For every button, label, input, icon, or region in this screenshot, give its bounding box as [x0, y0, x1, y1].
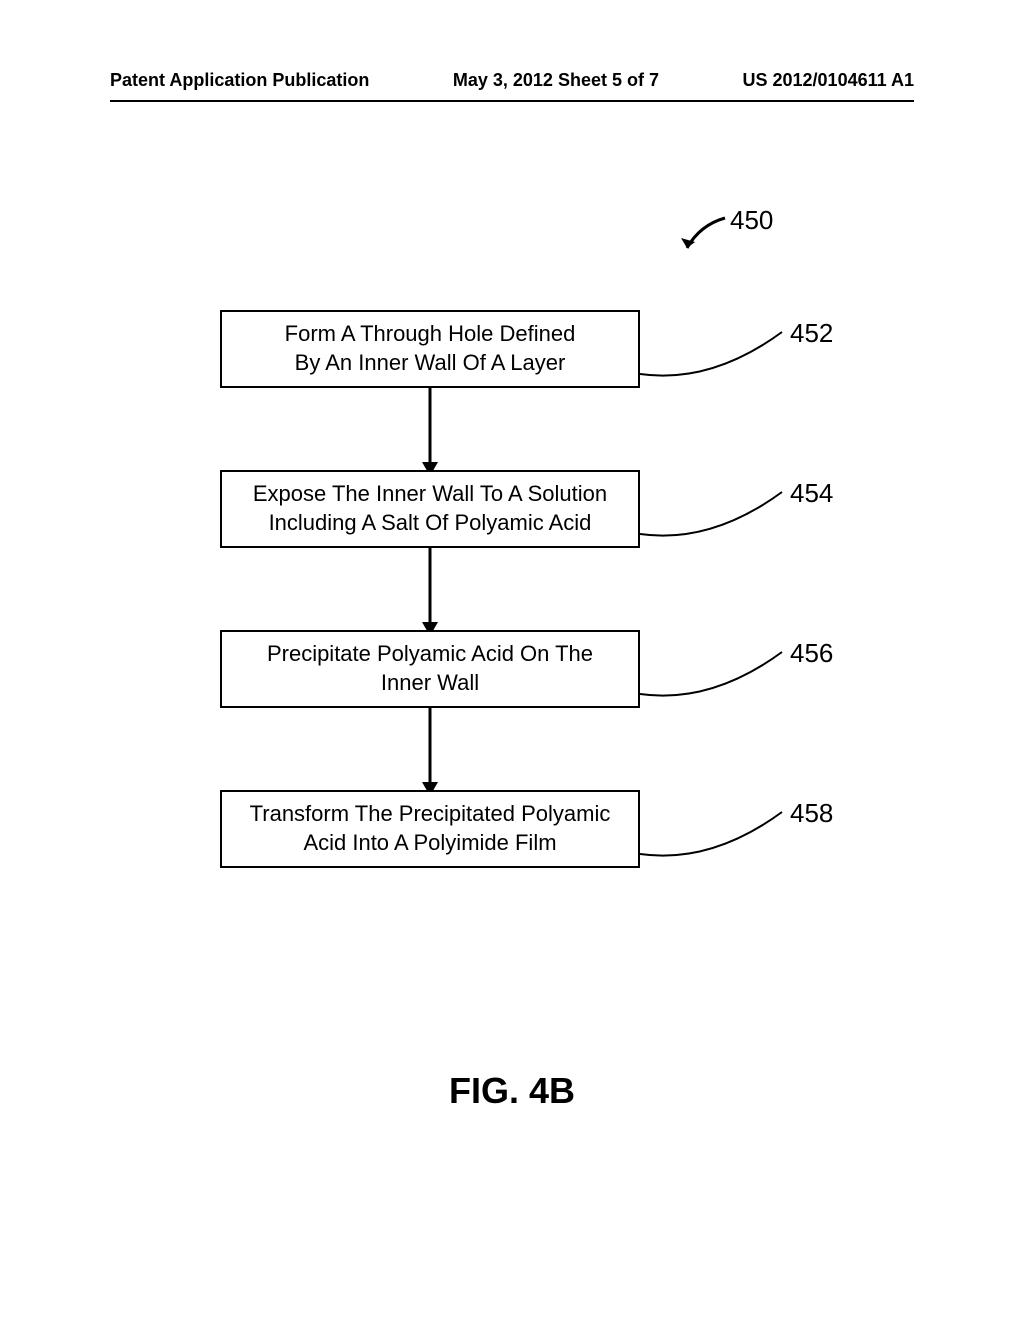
page-header: Patent Application Publication May 3, 20…: [0, 70, 1024, 91]
arrow-icon: [675, 210, 735, 260]
flow-step: Expose The Inner Wall To A SolutionInclu…: [220, 470, 640, 548]
arrow-down-icon: [418, 708, 442, 798]
header-center: May 3, 2012 Sheet 5 of 7: [453, 70, 659, 91]
leader-line: [640, 322, 802, 404]
arrow-down-icon: [418, 388, 442, 478]
figure-caption: FIG. 4B: [0, 1070, 1024, 1112]
leader-line: [640, 642, 802, 724]
header-rule: [110, 100, 914, 102]
page: Patent Application Publication May 3, 20…: [0, 0, 1024, 1320]
arrow-down-icon: [418, 548, 442, 638]
leader-line: [640, 802, 802, 884]
flow-step: Precipitate Polyamic Acid On TheInner Wa…: [220, 630, 640, 708]
header-right: US 2012/0104611 A1: [743, 70, 914, 91]
ref-label-main: 450: [730, 205, 773, 236]
header-left: Patent Application Publication: [110, 70, 369, 91]
flow-step: Form A Through Hole DefinedBy An Inner W…: [220, 310, 640, 388]
flow-step: Transform The Precipitated PolyamicAcid …: [220, 790, 640, 868]
leader-line: [640, 482, 802, 564]
